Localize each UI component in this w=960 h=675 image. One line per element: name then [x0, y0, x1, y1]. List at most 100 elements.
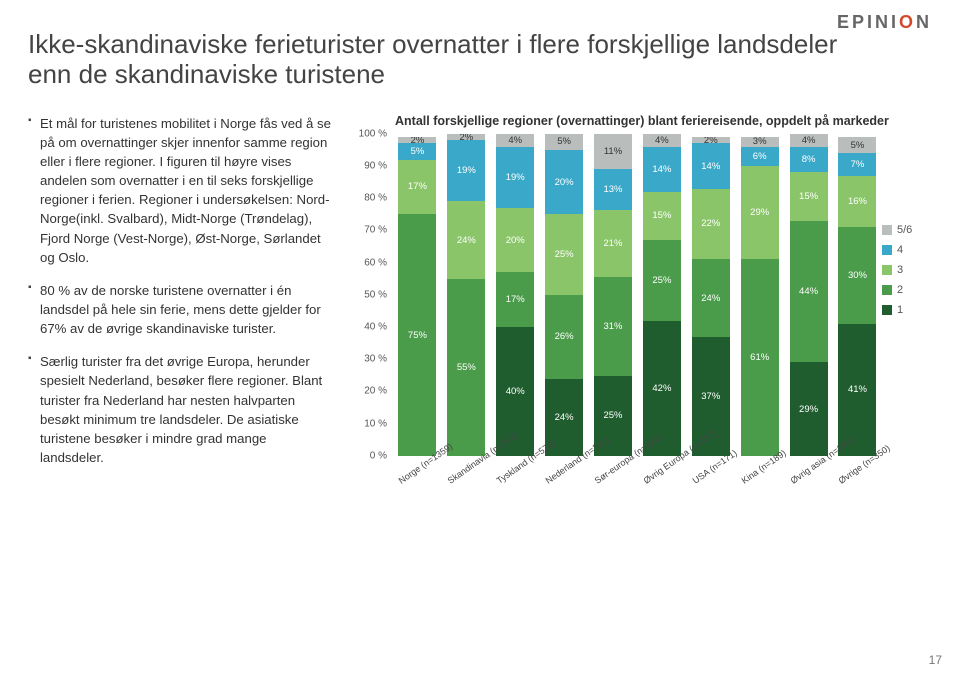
content-row: Et mål for turistenes mobilitet i Norge …	[28, 114, 932, 494]
legend-item: 1	[882, 304, 932, 316]
bar-segment-label: 26%	[555, 331, 574, 342]
bar-segment-5-6: 5%	[545, 134, 583, 150]
bar-segment-label: 17%	[506, 294, 525, 305]
x-label: USA (n=171)	[690, 456, 743, 509]
bar-segment-4: 14%	[692, 143, 730, 188]
bullet-item: 80 % av de norske turistene overnatter i…	[28, 281, 333, 338]
bar-segment-3: 22%	[692, 189, 730, 260]
plot-area: 2%5%17%75%2%19%24%55%4%19%20%17%40%5%20%…	[393, 134, 882, 456]
bar-segment-5-6: 11%	[594, 134, 632, 169]
bar-segment-label: 25%	[603, 410, 622, 421]
bar-segment-label: 4%	[508, 135, 522, 146]
legend-label: 3	[897, 264, 903, 276]
bar-column: 2%5%17%75%	[398, 134, 436, 456]
bar-segment-label: 21%	[603, 238, 622, 249]
bar-segment-3: 15%	[790, 172, 828, 220]
bar-segment-label: 37%	[701, 391, 720, 402]
bar-segment-3: 29%	[741, 166, 779, 259]
bar-column: 5%7%16%30%41%	[838, 134, 876, 456]
bar-segment-label: 24%	[457, 235, 476, 246]
bar-segment-label: 29%	[799, 404, 818, 415]
legend: 5/6 4 3 2 1	[882, 134, 932, 494]
bar-segment-label: 30%	[848, 270, 867, 281]
legend-swatch	[882, 265, 892, 275]
y-tick: 30 %	[351, 354, 387, 365]
bar-segment-2: 31%	[594, 277, 632, 376]
bar-segment-3: 25%	[545, 214, 583, 295]
bar-segment-label: 75%	[408, 330, 427, 341]
y-tick: 90 %	[351, 160, 387, 171]
bar-segment-3: 20%	[496, 208, 534, 272]
bar-segment-5-6: 4%	[643, 134, 681, 147]
bar-segment-2: 55%	[447, 279, 485, 456]
legend-label: 5/6	[897, 224, 912, 236]
x-label: Skandinavia (n=257)	[446, 456, 499, 509]
bar-segment-label: 7%	[851, 159, 865, 170]
bar-segment-4: 20%	[545, 150, 583, 214]
bar-column: 3% 6% 29% 61%	[741, 134, 779, 456]
x-label: Tyskland (n=571)	[495, 456, 548, 509]
bar-segment-label: 19%	[457, 165, 476, 176]
legend-swatch	[882, 225, 892, 235]
bar-segment-label: 13%	[603, 184, 622, 195]
bar-segment-4: 5%	[398, 143, 436, 159]
bar-segment-label: 19%	[506, 172, 525, 183]
brand-part3: N	[916, 12, 932, 32]
chart-wrap: 0 %10 %20 %30 %40 %50 %60 %70 %80 %90 %1…	[351, 134, 932, 494]
bar-segment-4: 8%	[790, 147, 828, 173]
bar-segment-label: 17%	[408, 181, 427, 192]
legend-swatch	[882, 285, 892, 295]
chart-area: 0 %10 %20 %30 %40 %50 %60 %70 %80 %90 %1…	[351, 134, 882, 494]
x-label: Nederland (n=311)	[544, 456, 597, 509]
bar-segment-label: 20%	[506, 235, 525, 246]
legend-label: 2	[897, 284, 903, 296]
bar-segment-2: 75%	[398, 214, 436, 456]
bar-segment-label: 14%	[652, 164, 671, 175]
y-tick: 40 %	[351, 321, 387, 332]
y-tick: 50 %	[351, 289, 387, 300]
bar-segment-3: 15%	[643, 192, 681, 240]
bar-segment-label: 4%	[655, 135, 669, 146]
bar-column: 5%20% 25% 26% 24%	[545, 134, 583, 456]
x-axis-labels: Norge (n=1359)Skandinavia (n=257)Tysklan…	[393, 456, 882, 494]
x-label: Øvrig asia (n=145)	[788, 456, 841, 509]
bar-segment-label: 15%	[799, 191, 818, 202]
bar-segment-label: 55%	[457, 362, 476, 373]
legend-swatch	[882, 305, 892, 315]
bar-segment-5-6: 4%	[790, 134, 828, 147]
bar-segment-4: 6%	[741, 147, 779, 166]
bar-column: 4% 8% 15% 44% 29%	[790, 134, 828, 456]
bar-segment-label: 25%	[652, 275, 671, 286]
bar-segment-2: 17%	[496, 272, 534, 327]
bar-segment-4: 19%	[496, 147, 534, 208]
bar-segment-label: 15%	[652, 210, 671, 221]
bar-segment-2: 30%	[838, 227, 876, 324]
bar-segment-1: 42%	[643, 321, 681, 456]
bar-segment-2: 44%	[790, 221, 828, 363]
page-title: Ikke-skandinaviske ferieturister overnat…	[28, 30, 868, 90]
x-label: Kina (n=189)	[739, 456, 792, 509]
legend-label: 4	[897, 244, 903, 256]
y-tick: 10 %	[351, 418, 387, 429]
bar-segment-label: 31%	[603, 321, 622, 332]
bar-segment-label: 8%	[802, 154, 816, 165]
bar-column: 11% 13% 21% 31% 25%	[594, 134, 632, 456]
bar-segment-1: 29%	[790, 362, 828, 455]
bar-segment-label: 40%	[506, 386, 525, 397]
bar-segment-label: 24%	[555, 412, 574, 423]
y-axis: 0 %10 %20 %30 %40 %50 %60 %70 %80 %90 %1…	[351, 134, 391, 456]
bar-segment-label: 11%	[604, 146, 622, 157]
bar-segment-label: 4%	[802, 135, 816, 146]
chart-panel: Antall forskjellige regioner (overnattin…	[351, 114, 932, 494]
bar-column: 2%14%22%24%37%	[692, 134, 730, 456]
legend-item: 5/6	[882, 224, 932, 236]
bar-segment-label: 3%	[753, 137, 767, 147]
bar-segment-label: 44%	[799, 286, 818, 297]
bar-segment-3: 16%	[838, 176, 876, 228]
bar-segment-label: 6%	[753, 151, 767, 162]
bar-segment-4: 7%	[838, 153, 876, 176]
bar-segment-label: 61%	[750, 352, 769, 363]
bar-segment-5-6: 4%	[496, 134, 534, 147]
bar-segment-label: 25%	[555, 249, 574, 260]
left-text-column: Et mål for turistenes mobilitet i Norge …	[28, 114, 333, 494]
